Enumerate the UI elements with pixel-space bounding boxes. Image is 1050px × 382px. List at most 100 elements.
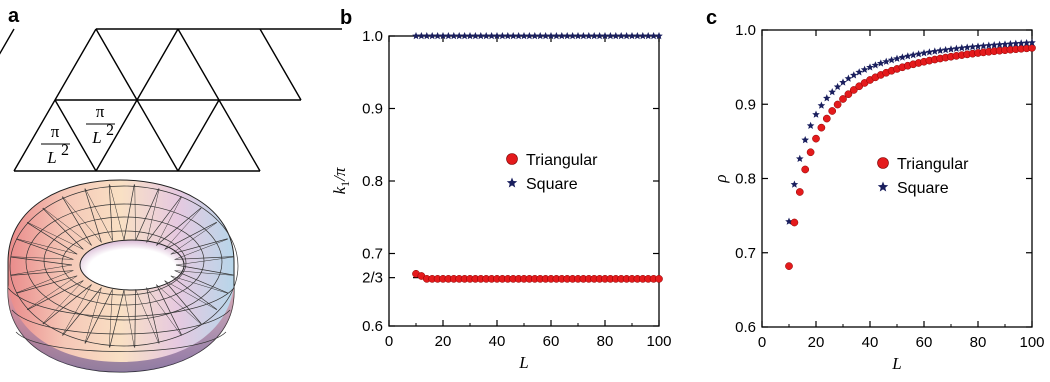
point-square [1006,39,1015,48]
torus-mesh-edge [174,238,228,260]
fraction-numerator: π [51,122,60,141]
fraction-exponent: 2 [61,142,69,159]
point-square [558,32,566,40]
point-square [595,32,604,40]
point-square [877,59,885,67]
lattice-edge [95,28,179,172]
torus-mesh-edge [10,256,74,260]
point-square [622,32,631,40]
legend-marker-triangular [877,157,889,169]
point-square [898,53,907,61]
point-square [601,32,609,40]
x-axis-label: L [518,353,528,372]
y-axis-label: ρ [711,174,730,183]
torus-mesh-edge [109,184,125,241]
torus-mesh-edge [27,280,84,311]
point-square [606,32,615,40]
x-tick-label: 80 [970,334,987,351]
y-tick-label: 0.8 [735,171,756,188]
point-square [493,32,501,40]
torus-mesh-edge [108,289,113,348]
torus-mesh-edge [84,188,102,243]
torus-mesh-band [7,287,235,317]
legend-label: Triangular [897,156,969,173]
torus-mesh-edge [61,284,92,336]
torus-mesh-band [11,309,231,335]
point-square [487,32,496,40]
torus-mesh-edge [170,275,218,310]
torus-mesh-edge [164,280,202,325]
torus-mesh-ring [9,185,239,347]
torus-mesh-ring [25,203,223,321]
point-square [439,32,447,40]
point-square [477,32,485,40]
point-square [1022,38,1031,47]
torus-mesh-edge [156,284,202,325]
point-square [455,32,463,40]
point-square [839,78,847,86]
torus-mesh-edge [146,196,182,243]
torus-mesh-edge [156,284,183,336]
y-tick-label: 0.8 [362,173,383,190]
point-square [639,32,647,40]
point-square [509,32,517,40]
point-square [450,32,458,40]
point-square [417,32,426,40]
point-square [985,41,993,49]
torus-mesh-edge [170,222,218,255]
point-square [833,82,842,91]
torus-mesh-edge [156,207,202,246]
point-triangular [795,188,804,196]
point-square [968,42,977,51]
point-square [801,136,809,144]
point-square [823,94,831,102]
point-square [649,32,658,40]
point-square [460,32,469,40]
point-square [882,57,890,65]
torus-mesh-edge [134,184,136,241]
x-tick-label: 60 [916,334,933,351]
point-square [963,43,971,51]
point-square [644,32,652,40]
torus-mesh-edge [156,196,183,246]
point-square [412,32,420,40]
point-square [433,32,442,40]
x-tick-label: 40 [862,334,879,351]
torus-mesh-edge [108,184,113,241]
y-tick-label: 0.6 [362,318,383,335]
fraction-exponent: 2 [106,122,114,139]
torus-mesh-edge [42,207,84,250]
fraction-denominator: L [46,148,56,167]
torus-mesh-edge [62,287,102,336]
point-square [428,32,436,40]
x-axis-label: L [891,354,901,373]
torus-mesh-edge [27,221,84,250]
lattice-edge [54,99,97,172]
point-triangular [839,95,847,103]
point-square [990,41,998,49]
torus-mesh-edge [16,270,74,294]
torus-mesh-edge [16,275,78,294]
lattice-edge [259,28,302,101]
point-square [617,32,625,40]
point-triangular [812,134,820,143]
y-tick-label: 2/3 [362,270,383,287]
torus-mesh-edge [123,184,135,241]
point-square [904,52,912,60]
point-square [1001,40,1009,48]
torus-mesh-edge [84,289,113,344]
point-triangular [817,123,826,132]
torus-mesh-edge [134,289,136,348]
torus-mesh-edge [146,287,182,336]
point-square [574,32,582,40]
point-square [520,32,528,40]
torus-mesh-edge [123,289,135,348]
chart-panel-b: 0 20 40 60 80 100 0.6 2/3 0.7 0.8 0.9 1.0 Lk1/π Trian… [330,28,672,372]
point-square [914,50,923,58]
point-triangular [844,90,853,99]
point-triangular [790,218,799,227]
fraction-numerator: π [96,102,105,121]
torus-mesh-edge [170,238,228,255]
point-square [547,32,555,40]
point-square [471,32,480,40]
